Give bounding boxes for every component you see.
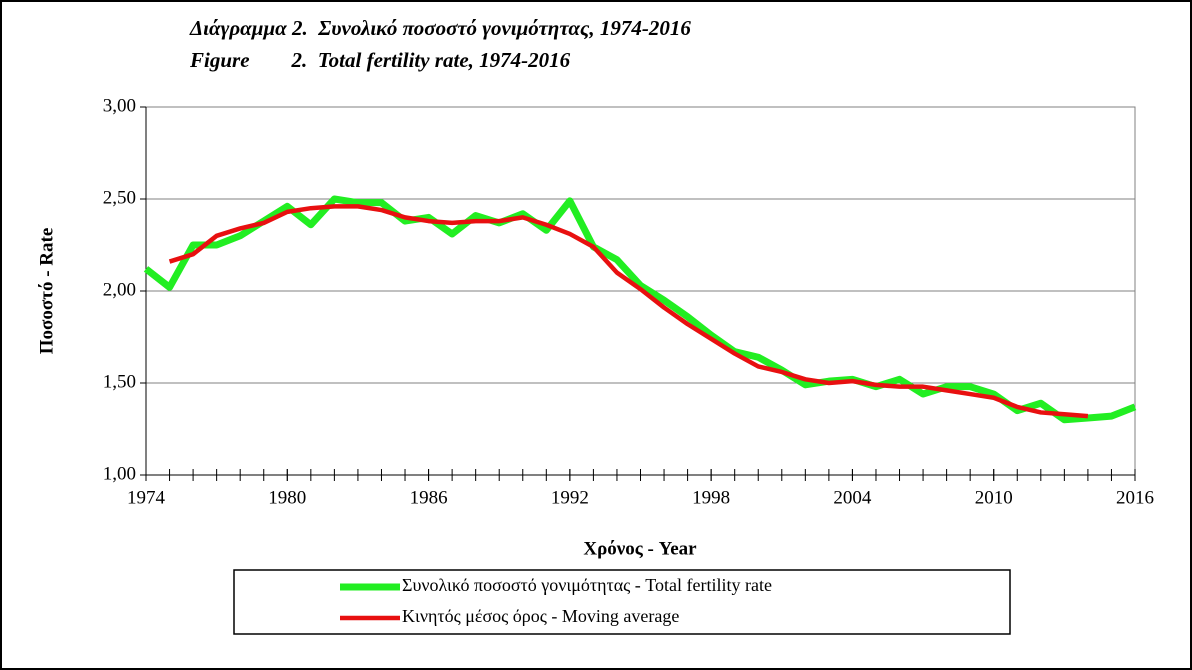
series-line xyxy=(168,204,1089,419)
x-tick-label: 1998 xyxy=(692,487,730,508)
series-line xyxy=(143,195,1137,424)
y-tick-label: 2,50 xyxy=(103,187,136,208)
y-axis-label: Ποσοστό - Rate xyxy=(36,228,57,355)
legend-label: Συνολικό ποσοστό γονιμότητας - Total fer… xyxy=(402,575,772,595)
legend-label: Κινητός μέσος όρος - Moving average xyxy=(402,606,679,626)
x-tick-label: 1986 xyxy=(410,487,448,508)
y-tick-label: 1,50 xyxy=(103,371,136,392)
x-tick-label: 2010 xyxy=(975,487,1013,508)
y-tick-label: 2,00 xyxy=(103,279,136,300)
x-tick-label: 2016 xyxy=(1116,487,1154,508)
x-tick-label: 2004 xyxy=(833,487,872,508)
x-tick-label: 1980 xyxy=(268,487,306,508)
legend-box xyxy=(233,569,1011,635)
y-tick-label: 1,00 xyxy=(103,463,136,484)
chart-subtitle: Figure 2. Total fertility rate, 1974-201… xyxy=(189,48,571,72)
x-axis-label: Χρόνος - Year xyxy=(583,538,697,559)
x-tick-label: 1992 xyxy=(551,487,589,508)
x-tick-label: 1974 xyxy=(127,487,166,508)
y-tick-label: 3,00 xyxy=(103,95,136,116)
chart-title: Διάγραμμα 2. Συνολικό ποσοστό γονιμότητα… xyxy=(189,16,691,40)
